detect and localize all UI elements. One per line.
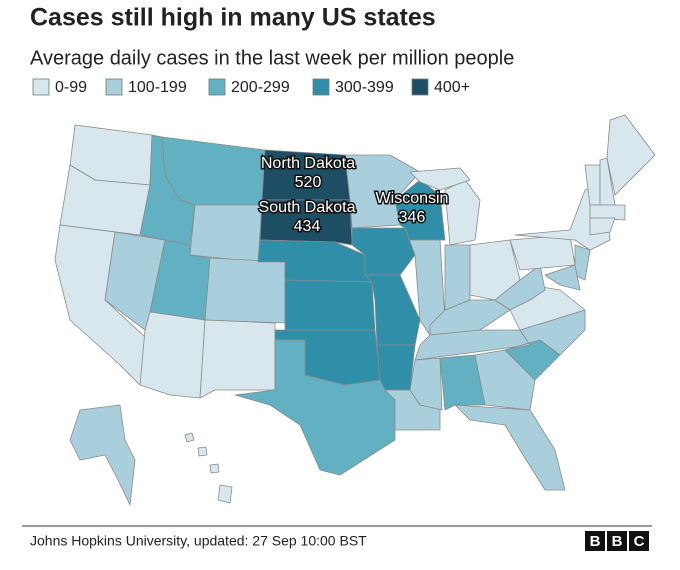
legend-label: 400+	[434, 79, 470, 96]
state	[161, 136, 266, 206]
title: Cases still high in many US states	[30, 4, 436, 32]
legend-swatch	[105, 78, 123, 96]
state	[439, 354, 486, 411]
state	[444, 179, 481, 246]
legend-label: 200-299	[231, 79, 290, 96]
source: Johns Hopkins University, updated: 27 Se…	[30, 533, 367, 549]
state	[376, 344, 416, 391]
state	[404, 227, 446, 336]
state	[184, 432, 195, 443]
state	[234, 339, 396, 476]
state	[409, 357, 443, 411]
subtitle: Average daily cases in the last week per…	[30, 47, 514, 69]
legend-swatch	[208, 78, 226, 96]
legend-swatch	[32, 78, 50, 96]
logo-block	[629, 531, 649, 551]
state	[217, 484, 233, 504]
state	[69, 404, 136, 506]
logo-block	[607, 531, 627, 551]
state-value: 434	[294, 218, 321, 235]
logo-letter: B	[590, 533, 601, 550]
legend-label: 0-99	[55, 79, 87, 96]
state	[504, 309, 586, 356]
state	[139, 311, 206, 399]
state	[589, 204, 626, 221]
state	[204, 257, 286, 324]
annotations: North Dakota 520 South Dakota 434 Wisconsin 3…	[257, 154, 450, 237]
logo-letter: B	[612, 533, 623, 550]
states	[54, 114, 656, 506]
state	[259, 199, 353, 246]
legend-label: 300-399	[335, 79, 394, 96]
state	[209, 463, 220, 474]
legend-label: 100-199	[128, 79, 187, 96]
legend: 0-99 100-199 200-299 300-399 400+	[32, 78, 470, 96]
state	[199, 319, 276, 399]
state-value: 520	[295, 174, 322, 191]
state	[197, 446, 208, 457]
legend-swatch	[411, 78, 429, 96]
state	[606, 114, 656, 196]
state-name: Wisconsin	[376, 190, 449, 207]
logo-letter: C	[634, 533, 645, 550]
legend-swatch	[312, 78, 330, 96]
state	[589, 217, 616, 236]
state	[509, 234, 576, 271]
state	[544, 264, 581, 291]
state-name: South Dakota	[259, 199, 356, 216]
state	[284, 279, 376, 331]
state-value: 346	[399, 209, 426, 226]
state-name: North Dakota	[261, 155, 355, 172]
state	[409, 167, 471, 191]
state	[454, 404, 566, 491]
logo-block	[585, 531, 605, 551]
state	[444, 244, 471, 311]
state	[189, 204, 263, 263]
